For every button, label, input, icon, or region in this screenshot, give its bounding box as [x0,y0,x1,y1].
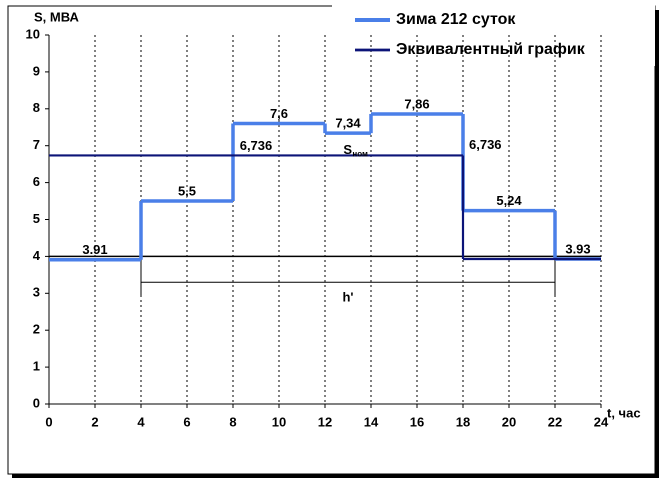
x-tick-label: 10 [272,414,286,429]
data-label: 3.91 [82,242,107,257]
data-label: 7,34 [335,116,361,131]
y-tick-label: 7 [33,137,40,152]
x-tick-label: 12 [318,414,332,429]
y-tick-label: 9 [33,63,40,78]
y-tick-label: 3 [33,285,40,300]
dimension-label: h' [342,290,353,305]
s-nom-label: S [343,142,352,157]
data-label: 6,736 [240,138,273,153]
x-tick-label: 16 [410,414,424,429]
y-tick-label: 4 [33,248,41,263]
x-axis-title: t, час [607,405,641,420]
y-axis-title: S, МВА [34,9,79,24]
data-label: 5,24 [496,193,522,208]
x-tick-label: 24 [594,414,609,429]
x-tick-label: 22 [548,414,562,429]
s-nom-sub: ном [352,150,368,159]
annotation: 6,736 [469,137,502,152]
y-tick-label: 1 [33,359,40,374]
x-tick-label: 2 [91,414,98,429]
x-tick-label: 6 [183,414,190,429]
data-label: 5,5 [178,183,196,198]
frame [7,5,656,475]
data-label: 7,86 [404,96,429,111]
y-tick-label: 2 [33,322,40,337]
x-tick-label: 8 [229,414,236,429]
x-tick-label: 4 [137,414,145,429]
data-label: 3.93 [565,241,590,256]
x-tick-label: 0 [45,414,52,429]
y-tick-label: 6 [33,174,40,189]
x-tick-label: 18 [456,414,470,429]
y-tick-label: 0 [33,395,40,410]
x-tick-label: 20 [502,414,516,429]
y-tick-label: 8 [33,100,40,115]
legend-label: Эквивалентный график [396,41,586,58]
y-tick-label: 10 [26,26,40,41]
data-label: 7,6 [270,106,288,121]
x-tick-label: 14 [364,414,379,429]
y-tick-label: 5 [33,211,40,226]
legend-label: Зима 212 суток [396,11,516,28]
